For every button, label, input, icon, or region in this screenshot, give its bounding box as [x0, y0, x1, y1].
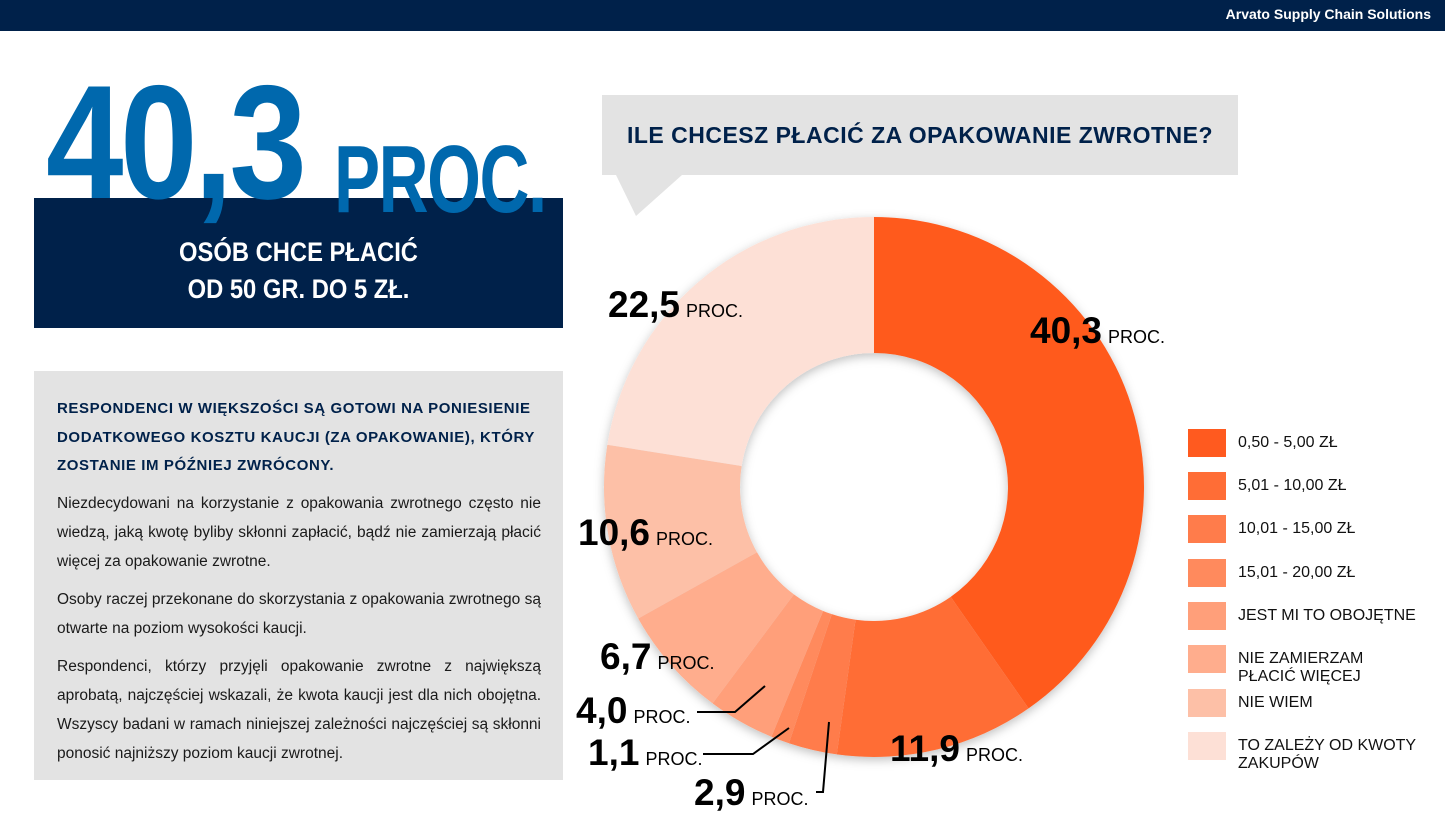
headline-stat: 40,3 PROC.	[46, 52, 547, 233]
info-paragraph: Osoby raczej przekonane do skorzystania …	[57, 590, 541, 637]
data-label-5: 6,7 PROC.	[600, 636, 715, 677]
legend-swatch	[1188, 429, 1226, 457]
legend-swatch	[1188, 602, 1226, 630]
leader-lines	[697, 685, 830, 793]
legend-swatch	[1188, 645, 1226, 673]
donut-slice-5	[638, 552, 794, 704]
leader-line-1-1	[703, 727, 790, 755]
legend-item: TO ZALEŻY OD KWOTY ZAKUPÓW	[1188, 732, 1445, 773]
legend-item: 10,01 - 15,00 ZŁ	[1188, 515, 1438, 543]
info-paragraph: Niezdecydowani na korzystanie z opakowan…	[57, 494, 541, 570]
headline-unit: PROC.	[334, 126, 547, 233]
donut-slice-2	[788, 614, 856, 755]
data-label-1: 11,9 PROC.	[890, 728, 1023, 769]
headline-caption: OSÓB CHCE PŁACIĆ OD 50 GR. DO 5 ZŁ.	[34, 198, 563, 328]
legend-swatch	[1188, 559, 1226, 587]
legend-swatch	[1188, 732, 1226, 760]
chart-title: ILE CHCESZ PŁACIĆ ZA OPAKOWANIE ZWROTNE?	[602, 95, 1238, 175]
info-paragraph: Respondenci, którzy przyjęli opakowanie …	[57, 657, 541, 762]
headline-caption-line1: OSÓB CHCE PŁACIĆ	[179, 237, 418, 267]
donut-slice-4	[712, 594, 824, 737]
headline-value: 40,3	[46, 52, 307, 233]
data-label-4: 4,0 PROC.	[576, 690, 691, 731]
headline-caption-line2: OD 50 GR. DO 5 ZŁ.	[187, 274, 410, 304]
speech-bubble-tail	[616, 175, 682, 216]
leader-line-4-0	[697, 685, 766, 713]
donut-slice-3	[771, 610, 832, 744]
brand-name: Arvato Supply Chain Solutions	[1225, 6, 1431, 22]
legend-swatch	[1188, 472, 1226, 500]
legend-swatch	[1188, 515, 1226, 543]
data-label-6: 10,6 PROC.	[578, 512, 714, 553]
legend-swatch	[1188, 689, 1226, 717]
donut-slice-7	[607, 217, 874, 467]
legend-item: 0,50 - 5,00 ZŁ	[1188, 429, 1438, 457]
donut-slice-0	[874, 217, 1144, 709]
legend-item: 5,01 - 10,00 ZŁ	[1188, 472, 1438, 500]
top-bar: Arvato Supply Chain Solutions	[0, 0, 1445, 31]
data-label-7: 22,5 PROC.	[608, 284, 744, 325]
info-box: RESPONDENCI W WIĘKSZOŚCI SĄ GOTOWI NA PO…	[34, 371, 563, 780]
legend-item: NIE WIEM	[1188, 689, 1438, 717]
data-label-0: 40,3 PROC.	[1030, 310, 1166, 351]
donut-slice-6	[603, 444, 757, 619]
data-label-2: 2,9 PROC.	[694, 772, 809, 813]
donut-slice-1	[836, 596, 1029, 757]
info-heading: RESPONDENCI W WIĘKSZOŚCI SĄ GOTOWI NA PO…	[57, 400, 535, 474]
legend-item: JEST MI TO OBOJĘTNE	[1188, 602, 1438, 630]
data-label-3: 1,1 PROC.	[588, 732, 703, 773]
leader-line-2-9	[816, 721, 830, 793]
legend-item: 15,01 - 20,00 ZŁ	[1188, 559, 1438, 587]
legend-item: NIE ZAMIERZAM PŁACIĆ WIĘCEJ	[1188, 645, 1378, 686]
